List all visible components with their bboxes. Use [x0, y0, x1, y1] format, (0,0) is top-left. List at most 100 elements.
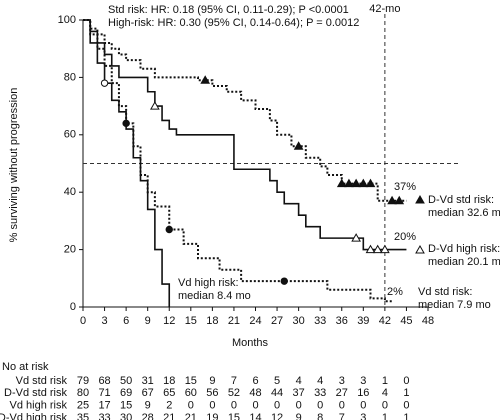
risk-count: 7: [339, 412, 345, 420]
x-tick-label: 9: [145, 315, 151, 327]
end-label: 37%: [394, 181, 416, 193]
risk-count: 4: [296, 375, 302, 387]
censor-marker: [351, 233, 361, 242]
risk-row-label: Vd std risk: [16, 375, 68, 387]
risk-count: 19: [206, 412, 218, 420]
risk-count: 5: [274, 375, 280, 387]
end-label: 2%: [387, 286, 403, 298]
risk-count: 0: [403, 375, 409, 387]
annotation: Std risk: HR: 0.18 (95% CI, 0.11-0.29); …: [108, 4, 349, 16]
risk-count: 3: [360, 375, 366, 387]
risk-count: 52: [228, 387, 240, 399]
reference-label: 42-mo: [369, 3, 400, 15]
risk-count: 67: [142, 387, 154, 399]
censor-marker: [387, 195, 397, 205]
censor-marker: [365, 244, 376, 254]
censor-marker: [344, 178, 354, 188]
x-tick-label: 15: [185, 315, 197, 327]
risk-count: 56: [206, 387, 218, 399]
risk-count: 4: [317, 375, 323, 387]
x-tick-label: 6: [123, 315, 129, 327]
curve-label: median 7.9 mo: [418, 299, 491, 311]
x-tick-label: 48: [422, 315, 434, 327]
risk-count: 14: [249, 412, 261, 420]
censor-marker: [293, 141, 304, 150]
risk-count: 7: [231, 375, 237, 387]
risk-count: 0: [339, 400, 345, 412]
risk-count: 50: [120, 375, 132, 387]
risk-count: 12: [271, 412, 283, 420]
x-tick-label: 33: [314, 315, 326, 327]
risk-count: 1: [403, 387, 409, 399]
risk-count: 30: [120, 412, 132, 420]
risk-count: 1: [403, 412, 409, 420]
risk-count: 37: [293, 387, 305, 399]
risk-row-label: D-Vd std risk: [4, 387, 67, 399]
y-axis-label: % surviving without progression: [8, 88, 20, 243]
x-tick-label: 42: [379, 315, 391, 327]
risk-count: 21: [185, 412, 197, 420]
risk-count: 25: [77, 400, 89, 412]
risk-count: 15: [185, 375, 197, 387]
y-tick-label: 60: [64, 129, 76, 141]
risk-count: 1: [382, 375, 388, 387]
risk-count: 28: [142, 412, 154, 420]
risk-count: 68: [98, 375, 110, 387]
x-tick-label: 45: [400, 315, 412, 327]
risk-count: 1: [382, 412, 388, 420]
censor-marker: [365, 178, 376, 188]
risk-count: 3: [360, 412, 366, 420]
x-tick-label: 27: [271, 315, 283, 327]
x-tick-label: 36: [336, 315, 348, 327]
risk-count: 0: [231, 400, 237, 412]
x-tick-label: 18: [206, 315, 218, 327]
curve-label: D-Vd std risk:: [428, 194, 494, 206]
risk-count: 33: [314, 387, 326, 399]
risk-count: 80: [77, 387, 89, 399]
end-label: 20%: [394, 231, 416, 243]
label-marker: [415, 194, 425, 204]
curve-label: median 8.4 mo: [178, 290, 251, 302]
risk-table-title: No at risk: [2, 361, 49, 373]
risk-count: 4: [382, 387, 388, 399]
curve-label: D-Vd high risk:: [428, 243, 500, 255]
y-tick-label: 80: [64, 71, 76, 83]
curve-label: Vd std risk:: [418, 286, 472, 298]
risk-count: 2: [166, 400, 172, 412]
risk-count: 79: [77, 375, 89, 387]
risk-count: 0: [274, 400, 280, 412]
risk-count: 27: [336, 387, 348, 399]
risk-count: 48: [249, 387, 261, 399]
annotation: High-risk: HR: 0.30 (95% CI, 0.14-0.64);…: [108, 17, 359, 29]
x-tick-label: 12: [163, 315, 175, 327]
risk-count: 0: [296, 400, 302, 412]
risk-count: 0: [209, 400, 215, 412]
risk-count: 15: [228, 412, 240, 420]
risk-row-label: D-Vd high risk: [0, 412, 67, 420]
censor-marker: [336, 178, 347, 188]
risk-count: 8: [317, 412, 323, 420]
risk-count: 35: [77, 412, 89, 420]
x-tick-label: 0: [80, 315, 86, 327]
x-tick-label: 30: [293, 315, 305, 327]
censor-marker: [351, 178, 361, 188]
survival-curve: [83, 19, 407, 251]
survival-curve: [83, 19, 407, 202]
risk-count: 60: [185, 387, 197, 399]
censor-marker: [100, 79, 109, 87]
risk-count: 33: [98, 412, 110, 420]
curve-label: median 32.6 mo: [428, 207, 500, 219]
survival-curve: [83, 19, 171, 307]
x-tick-label: 24: [249, 315, 261, 327]
censor-marker: [280, 277, 288, 285]
censor-marker: [165, 225, 173, 234]
censor-marker: [358, 178, 369, 188]
risk-count: 9: [296, 412, 302, 420]
risk-count: 0: [188, 400, 194, 412]
censor-marker: [200, 75, 211, 84]
censor-marker: [150, 101, 160, 110]
risk-count: 44: [271, 387, 283, 399]
y-tick-label: 40: [64, 186, 76, 198]
y-tick-label: 20: [64, 244, 76, 256]
